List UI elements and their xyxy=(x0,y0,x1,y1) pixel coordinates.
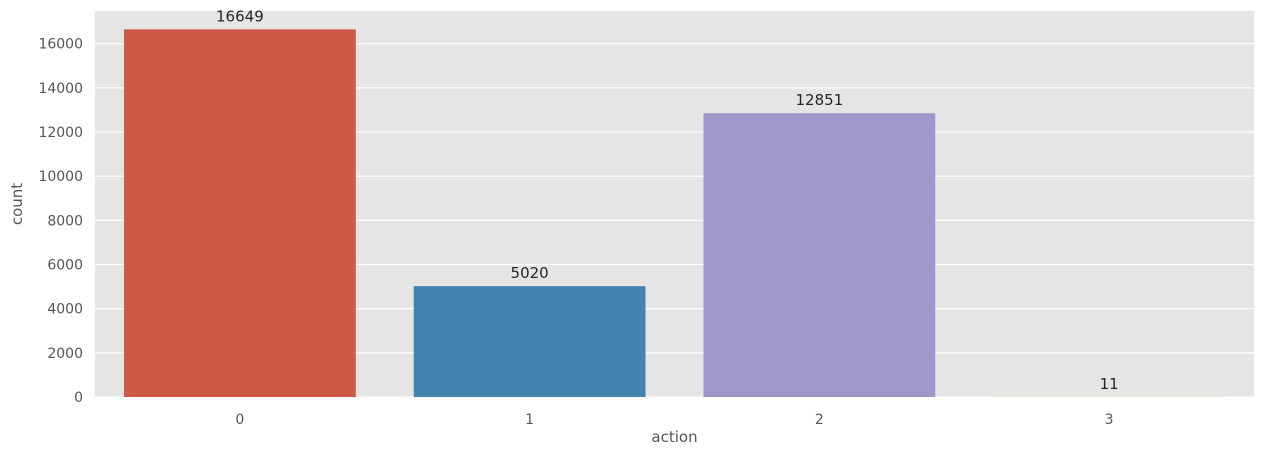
y-tick-label: 0 xyxy=(74,390,83,406)
y-tick-label: 14000 xyxy=(38,81,83,97)
data-label-0: 16649 xyxy=(216,7,264,25)
x-axis-ticks: 0 1 2 3 xyxy=(235,412,1113,428)
y-tick-label: 8000 xyxy=(47,213,83,229)
data-labels: 16649 5020 12851 11 xyxy=(216,7,1119,392)
x-tick-label: 0 xyxy=(235,412,244,428)
bar-1 xyxy=(413,286,646,397)
bar-0 xyxy=(123,29,356,397)
data-label-2: 12851 xyxy=(796,91,844,109)
data-label-1: 5020 xyxy=(511,264,549,282)
x-axis-label: action xyxy=(651,428,697,446)
data-label-3: 11 xyxy=(1100,375,1119,393)
x-tick-label: 1 xyxy=(525,412,534,428)
y-axis-label: count xyxy=(8,183,26,225)
y-tick-label: 12000 xyxy=(38,125,83,141)
y-tick-label: 10000 xyxy=(38,169,83,185)
y-tick-label: 4000 xyxy=(47,302,83,318)
y-axis-ticks: 0 2000 4000 6000 8000 10000 12000 14000 16000 xyxy=(38,37,83,406)
y-tick-label: 6000 xyxy=(47,258,83,274)
y-tick-label: 16000 xyxy=(38,37,83,53)
x-tick-label: 2 xyxy=(815,412,824,428)
bars xyxy=(123,29,1226,398)
x-tick-label: 3 xyxy=(1105,412,1114,428)
y-tick-label: 2000 xyxy=(47,346,83,362)
bar-2 xyxy=(703,113,936,398)
